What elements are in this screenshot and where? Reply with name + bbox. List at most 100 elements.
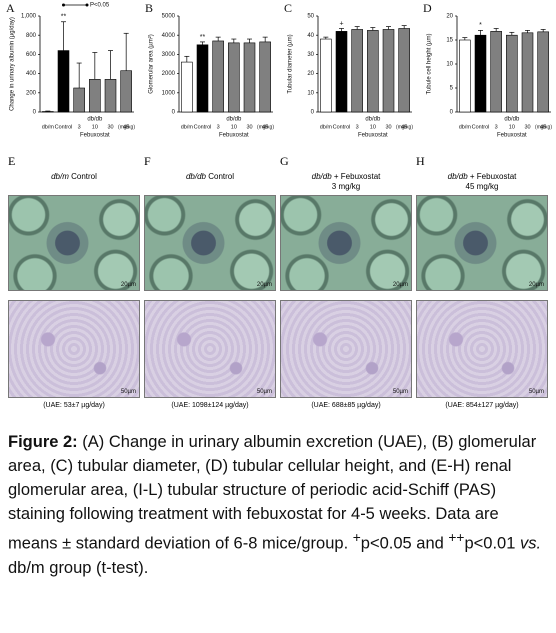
- micrograph-title: db/db + Febuxostat 3 mg/kg: [280, 172, 412, 192]
- y-tick-label: 0: [33, 110, 37, 116]
- bar: [398, 28, 410, 113]
- y-tick-label: 600: [26, 52, 37, 58]
- bar: [474, 34, 487, 113]
- x-tick-label: 3: [356, 124, 359, 130]
- panel-letter: H: [416, 154, 425, 168]
- x-tick-label: 10: [231, 124, 237, 130]
- micrograph-title: db/m Control: [8, 172, 140, 182]
- caption-text: p<0.05 and: [360, 534, 449, 553]
- group-label: db/db: [365, 117, 381, 123]
- genotype: db/m: [51, 172, 69, 181]
- y-tick-label: 30: [307, 52, 314, 58]
- bar: [212, 40, 224, 113]
- x-tick-label: 10: [92, 124, 98, 130]
- bar: [181, 61, 193, 113]
- treatment: Control: [71, 172, 97, 181]
- tubule-image: 50µm: [280, 300, 412, 398]
- x-tick-label: Control: [472, 124, 490, 130]
- y-tick-label: 40: [307, 33, 314, 39]
- x-tick-label: 10: [370, 124, 376, 130]
- bar: [521, 32, 534, 113]
- caption-sup: ++: [448, 530, 465, 545]
- x-tick-label: Control: [194, 124, 212, 130]
- unit-label: (mg/kg): [118, 124, 135, 130]
- bracket-end: [62, 3, 65, 7]
- y-tick-label: 400: [26, 71, 37, 77]
- x-tick-label: db/m: [320, 124, 333, 130]
- y-tick-label: 5: [450, 86, 454, 92]
- group-label: db/db: [87, 117, 103, 123]
- significance-mark: **: [61, 14, 67, 21]
- y-tick-label: 0: [172, 110, 176, 116]
- panel-letter: G: [280, 154, 289, 168]
- x-tick-label: db/m: [42, 124, 55, 130]
- unit-label: (mg/kg): [535, 124, 552, 130]
- treatment: + Febuxostat: [469, 172, 517, 181]
- bar: [57, 50, 70, 113]
- x-tick-label: 45: [540, 124, 546, 130]
- scale-bar-label: 50µm: [256, 389, 272, 395]
- y-axis-label: Tubular diameter (µm): [288, 34, 294, 93]
- uae-label: (UAE: 688±85 µg/day): [311, 402, 381, 409]
- treatment-label: Febuxostat: [497, 133, 527, 139]
- scale-bar-label: 50µm: [392, 389, 408, 395]
- y-tick-label: 20: [307, 71, 314, 77]
- y-tick-label: 800: [26, 33, 37, 39]
- y-axis-label: Tubule cell height (µm): [427, 34, 433, 95]
- bar: [104, 79, 117, 113]
- y-tick-label: 20: [446, 14, 453, 20]
- dose: 3 mg/kg: [331, 182, 361, 191]
- glomerulus-image: 20µm: [144, 195, 276, 291]
- y-tick-label: 3000: [162, 52, 176, 58]
- unit-label: (mg/kg): [396, 124, 413, 130]
- y-tick-label: 1000: [162, 90, 176, 96]
- x-tick-label: db/m: [181, 124, 194, 130]
- caption-text: p<0.01: [464, 534, 520, 553]
- panel-letter: B: [145, 1, 153, 15]
- glomerulus-image: 20µm: [280, 195, 412, 291]
- x-tick-label: 10: [509, 124, 515, 130]
- caption-vs: vs.: [519, 534, 542, 553]
- bar: [537, 31, 549, 113]
- bar: [367, 30, 379, 113]
- y-tick-label: 1,000: [21, 14, 37, 20]
- panel-letter: E: [8, 154, 16, 168]
- tubule-image: 50µm: [8, 300, 140, 398]
- unit-label: (mg/kg): [257, 124, 274, 130]
- scale-bar-label: 20µm: [256, 282, 272, 288]
- y-tick-label: 0: [450, 110, 454, 116]
- genotype: db/db: [311, 172, 332, 181]
- group-label: db/db: [504, 117, 520, 123]
- x-tick-label: 45: [401, 124, 407, 130]
- bar: [243, 42, 256, 113]
- scale-bar-label: 50µm: [528, 389, 544, 395]
- x-tick-label: Control: [333, 124, 351, 130]
- significance-mark: **: [200, 34, 206, 41]
- treatment-label: Febuxostat: [219, 133, 249, 139]
- x-tick-label: 30: [385, 124, 391, 130]
- y-tick-label: 50: [307, 14, 314, 20]
- treatment: + Febuxostat: [333, 172, 381, 181]
- bracket-label: P<0.05: [90, 3, 110, 9]
- bar: [459, 39, 471, 113]
- caption-text: db/m group (t-test).: [8, 558, 149, 577]
- uae-label: (UAE: 53±7 µg/day): [43, 402, 105, 409]
- genotype: db/db: [447, 172, 468, 181]
- scale-bar-label: 20µm: [392, 282, 408, 288]
- panel-letter: F: [144, 154, 151, 168]
- bar: [320, 38, 332, 113]
- treatment-label: Febuxostat: [358, 133, 388, 139]
- scale-bar-label: 20µm: [120, 282, 136, 288]
- x-tick-label: 3: [78, 124, 81, 130]
- tubule-image: 50µm: [144, 300, 276, 398]
- scale-bar-label: 50µm: [120, 389, 136, 395]
- x-tick-label: 3: [217, 124, 220, 130]
- y-tick-label: 0: [311, 110, 315, 116]
- bar: [196, 44, 209, 113]
- y-tick-label: 10: [307, 90, 314, 96]
- genotype: db/db: [185, 172, 206, 181]
- bar: [351, 29, 363, 113]
- x-tick-label: 45: [262, 124, 268, 130]
